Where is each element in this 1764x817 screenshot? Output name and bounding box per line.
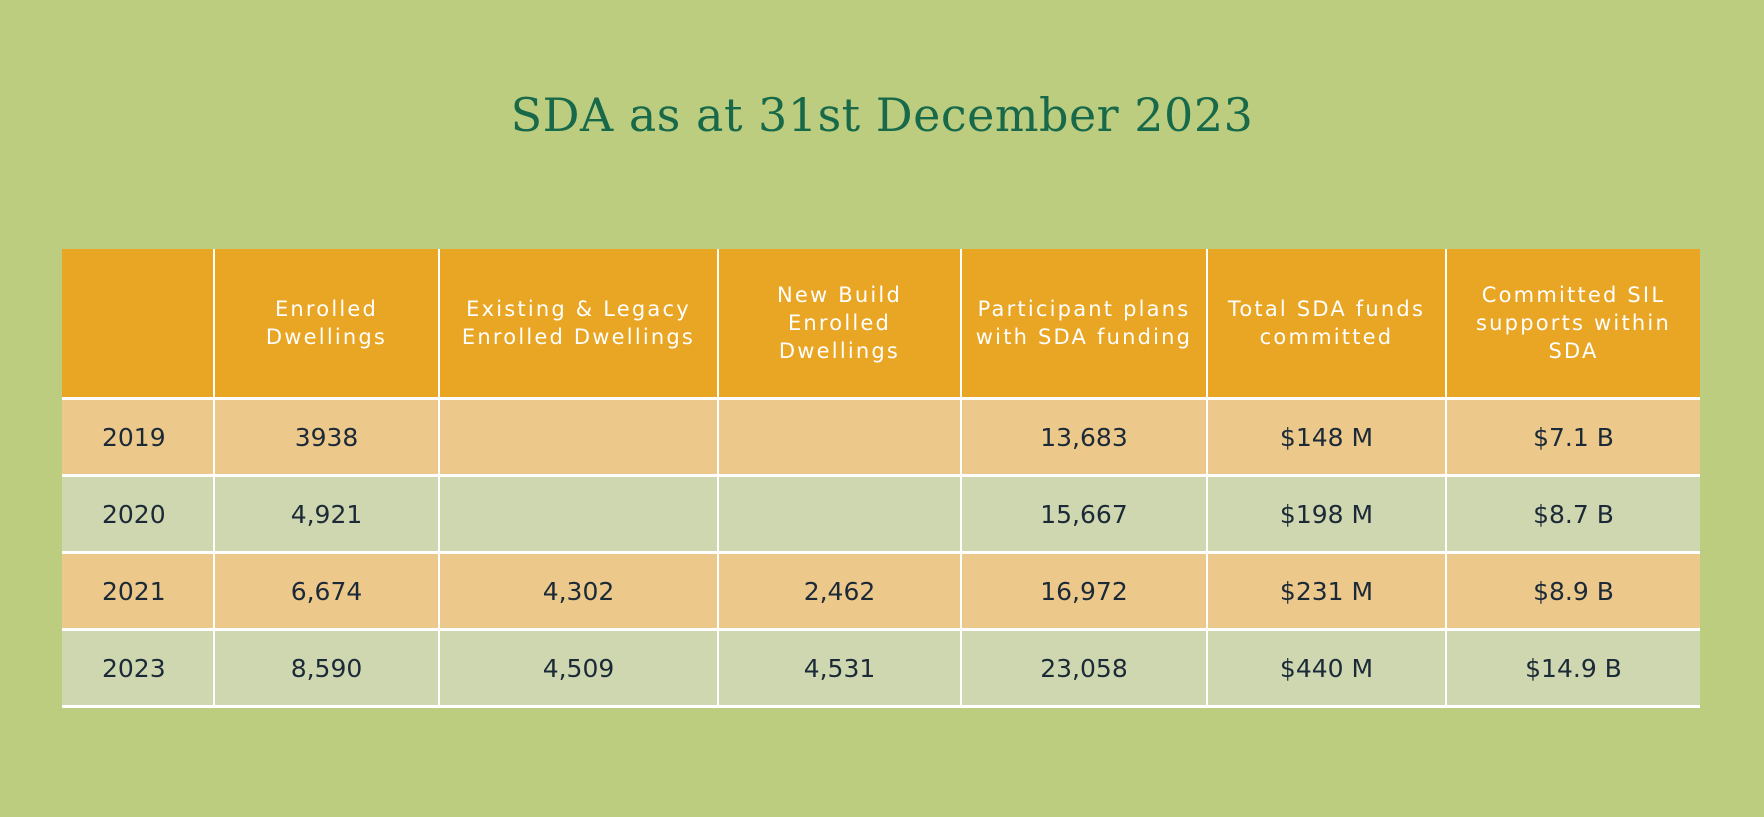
table-row: 2020 4,921 15,667 $198 M $8.7 B (62, 474, 1700, 553)
cell-total-funds: $231 M (1206, 551, 1446, 630)
cell-enrolled-dwellings: 3938 (213, 397, 439, 476)
cell-participant-plans: 16,972 (960, 551, 1207, 630)
cell-enrolled-dwellings: 4,921 (213, 474, 439, 553)
cell-participant-plans: 13,683 (960, 397, 1207, 476)
cell-year: 2020 (62, 474, 214, 553)
cell-year: 2021 (62, 551, 214, 630)
cell-total-funds: $148 M (1206, 397, 1446, 476)
header-total-funds: Total SDA funds committed (1206, 249, 1446, 399)
table-header-row: Enrolled Dwellings Existing & Legacy Enr… (62, 249, 1700, 399)
cell-committed-sil: $14.9 B (1445, 628, 1700, 707)
sda-table: Enrolled Dwellings Existing & Legacy Enr… (62, 249, 1700, 708)
cell-year: 2019 (62, 397, 214, 476)
header-enrolled-dwellings: Enrolled Dwellings (213, 249, 439, 399)
cell-participant-plans: 15,667 (960, 474, 1207, 553)
table-row: 2019 3938 13,683 $148 M $7.1 B (62, 397, 1700, 476)
cell-committed-sil: $8.9 B (1445, 551, 1700, 630)
header-year (62, 249, 214, 399)
cell-total-funds: $440 M (1206, 628, 1446, 707)
cell-new-build (717, 397, 961, 476)
header-new-build: New Build Enrolled Dwellings (717, 249, 961, 399)
cell-year: 2023 (62, 628, 214, 707)
header-participant-plans: Participant plans with SDA funding (960, 249, 1207, 399)
cell-new-build (717, 474, 961, 553)
cell-committed-sil: $8.7 B (1445, 474, 1700, 553)
cell-new-build: 2,462 (717, 551, 961, 630)
table-row: 2021 6,674 4,302 2,462 16,972 $231 M $8.9 B (62, 551, 1700, 630)
cell-existing-legacy (438, 474, 718, 553)
page-title: SDA as at 31st December 2023 (510, 88, 1254, 142)
cell-existing-legacy: 4,302 (438, 551, 718, 630)
cell-participant-plans: 23,058 (960, 628, 1207, 707)
table-row: 2023 8,590 4,509 4,531 23,058 $440 M $14.9 B (62, 628, 1700, 707)
cell-enrolled-dwellings: 6,674 (213, 551, 439, 630)
cell-new-build: 4,531 (717, 628, 961, 707)
cell-total-funds: $198 M (1206, 474, 1446, 553)
cell-enrolled-dwellings: 8,590 (213, 628, 439, 707)
header-committed-sil: Committed SIL supports within SDA (1445, 249, 1700, 399)
cell-existing-legacy: 4,509 (438, 628, 718, 707)
cell-committed-sil: $7.1 B (1445, 397, 1700, 476)
header-existing-legacy: Existing & Legacy Enrolled Dwellings (438, 249, 718, 399)
cell-existing-legacy (438, 397, 718, 476)
